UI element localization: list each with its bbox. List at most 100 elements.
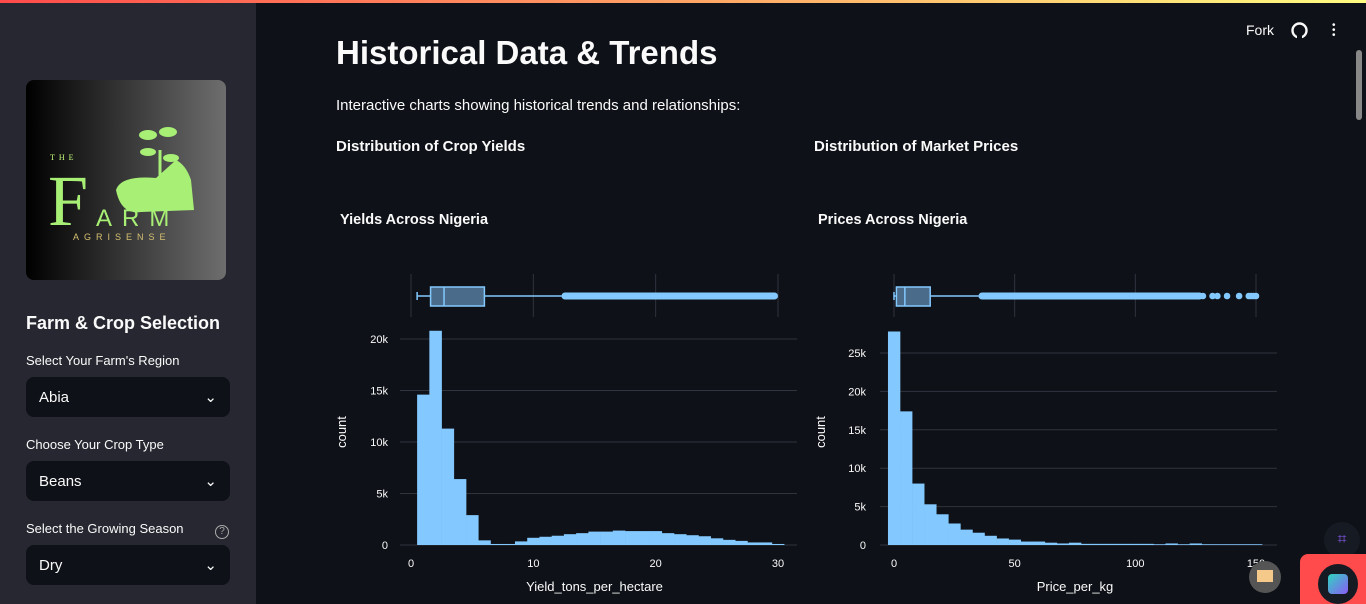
histogram-bar — [1008, 539, 1021, 545]
y-axis-label: count — [334, 416, 349, 448]
histogram-bar — [1177, 544, 1190, 545]
kebab-menu-icon[interactable]: • • • — [1332, 20, 1336, 41]
histogram-bar — [1153, 544, 1166, 545]
histogram-bar — [563, 534, 577, 545]
assistant-avatar-icon[interactable] — [1249, 561, 1281, 593]
outlier-point — [1209, 292, 1216, 300]
histogram-bar — [900, 411, 913, 545]
box-iqr — [895, 286, 931, 307]
histogram-bar — [441, 428, 455, 545]
histogram-bar — [924, 504, 937, 545]
sidebar-section-title: Farm & Crop Selection — [26, 313, 221, 333]
histogram-bar — [1237, 544, 1251, 545]
x-axis-label: Yield_tons_per_hectare — [526, 579, 663, 594]
x-tick-label: 100 — [1126, 558, 1144, 570]
x-tick-label: 50 — [1009, 558, 1021, 570]
histogram-bar — [722, 539, 736, 545]
x-tick-label: 30 — [772, 558, 784, 570]
svg-text:THE: THE — [50, 153, 78, 162]
outlier-point — [1252, 292, 1260, 300]
histogram-bar — [551, 535, 565, 545]
histogram-bar — [649, 531, 663, 545]
histogram-bar — [698, 536, 712, 545]
histogram-bar — [984, 535, 997, 545]
x-tick-label: 10 — [527, 558, 539, 570]
chevron-down-icon: ⌄ — [204, 389, 217, 406]
y-tick-label: 0 — [382, 540, 388, 552]
histogram-bar — [612, 530, 626, 545]
y-tick-label: 20k — [848, 386, 866, 398]
outlier-point — [1235, 292, 1243, 300]
region-select[interactable]: Abia ⌄ — [26, 377, 230, 417]
season-value: Dry — [39, 556, 63, 574]
chevron-down-icon: ⌄ — [204, 557, 217, 574]
github-icon[interactable] — [1291, 22, 1308, 39]
histogram-bar — [1105, 543, 1118, 545]
histogram-bar — [1189, 543, 1202, 545]
help-icon[interactable]: ? — [215, 525, 229, 539]
histogram-bar — [417, 394, 430, 545]
outlier-point — [1214, 292, 1221, 300]
box-outliers — [561, 292, 778, 300]
histogram-bar — [1093, 543, 1106, 545]
histogram-bar — [661, 533, 675, 545]
histogram-bar — [996, 538, 1009, 545]
histogram-bar — [588, 531, 601, 545]
histogram-bar — [625, 531, 638, 545]
histogram-bar — [747, 542, 760, 545]
histogram-bar — [1032, 541, 1046, 545]
page-title: Historical Data & Trends — [336, 34, 718, 71]
histogram-bar — [637, 531, 650, 545]
crop-tool-icon[interactable]: ⌗ — [1324, 522, 1360, 558]
histogram-bar — [1020, 541, 1034, 545]
extension-widget[interactable] — [1300, 554, 1366, 604]
histogram-bar — [1249, 544, 1263, 545]
y-tick-label: 25k — [848, 348, 866, 360]
y-axis-label: count — [813, 416, 828, 448]
price-heading: Distribution of Market Prices — [814, 138, 1019, 155]
x-tick-label: 0 — [408, 558, 414, 570]
histogram-bar — [600, 531, 614, 545]
histogram-bar — [735, 540, 748, 545]
histogram-bar — [539, 536, 552, 545]
svg-text:F: F — [48, 161, 88, 241]
outlier-point — [1223, 292, 1231, 300]
season-select[interactable]: Dry ⌄ — [26, 545, 230, 585]
histogram-bar — [466, 515, 479, 545]
x-tick-label: 20 — [650, 558, 662, 570]
fork-button[interactable]: Fork — [1246, 22, 1274, 38]
intro-text: Interactive charts showing historical tr… — [336, 97, 741, 114]
histogram-bar — [502, 543, 516, 545]
histogram-bar — [1056, 543, 1070, 545]
histogram-bar — [453, 479, 467, 545]
histogram-bar — [1225, 544, 1239, 545]
histogram-bar — [527, 537, 540, 545]
y-tick-label: 15k — [370, 386, 388, 398]
histogram-bar — [710, 538, 724, 545]
season-label: Select the Growing Season — [26, 521, 184, 536]
farm-agrisense-logo: THE F ARM AGRISENSE — [26, 80, 226, 280]
scrollbar[interactable] — [1356, 50, 1362, 120]
crop-select[interactable]: Beans ⌄ — [26, 461, 230, 501]
histogram-bar — [972, 532, 985, 545]
region-value: Abia — [39, 388, 70, 406]
y-tick-label: 10k — [848, 463, 866, 475]
y-tick-label: 10k — [370, 437, 388, 449]
histogram-bar — [1117, 543, 1130, 545]
histogram-bar — [576, 533, 589, 545]
outlier-point — [1199, 292, 1207, 300]
histogram-bar — [490, 543, 504, 545]
yield-heading: Distribution of Crop Yields — [336, 138, 526, 155]
histogram-bar — [1081, 543, 1094, 545]
sidebar: THE F ARM AGRISENSE Farm & Crop Selectio… — [0, 3, 256, 604]
y-tick-label: 15k — [848, 425, 866, 437]
box-iqr — [429, 286, 486, 307]
histogram-bar — [478, 540, 491, 545]
svg-text:AGRISENSE: AGRISENSE — [73, 232, 171, 242]
crop-label: Choose Your Crop Type — [26, 437, 164, 452]
y-tick-label: 20k — [370, 334, 388, 346]
yield-chart-title: Yields Across Nigeria — [340, 212, 489, 228]
top-decoration — [0, 0, 1366, 3]
histogram-bar — [1044, 542, 1058, 545]
